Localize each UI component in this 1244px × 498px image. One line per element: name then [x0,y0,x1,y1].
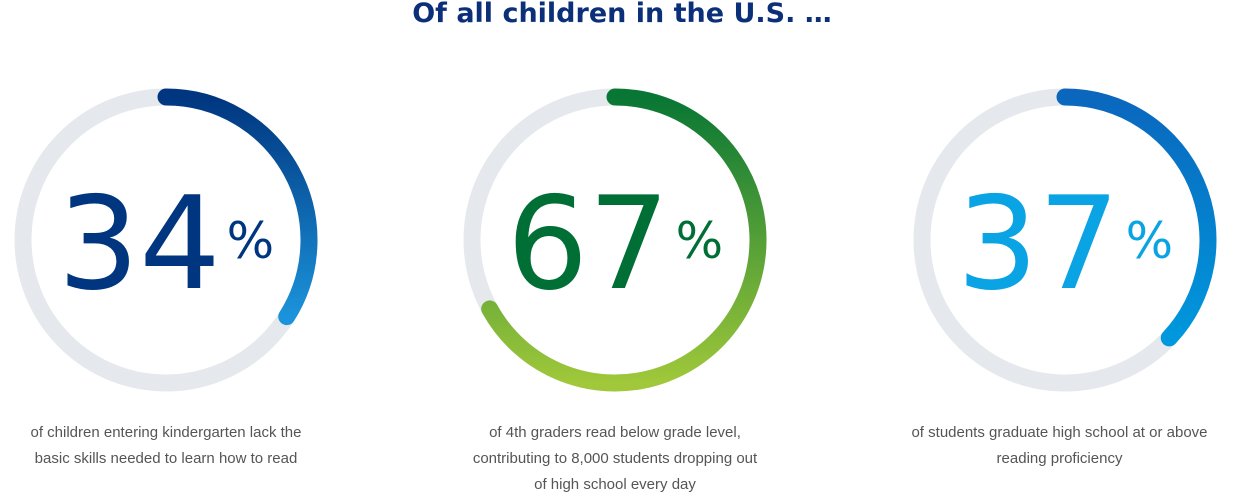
caption: of children entering kindergarten lack t… [0,420,356,472]
caption-line: of children entering kindergarten lack t… [30,424,302,441]
caption: of 4th graders read below grade level, co… [425,420,805,498]
value-label: 37% [957,170,1173,319]
caption-line: of 4th graders read below grade level, [489,424,741,441]
caption-line: of students graduate high school at or a… [911,424,1208,441]
caption-line: contributing to 8,000 students dropping … [472,450,758,467]
progress-arc [157,88,318,326]
value-label: 34% [58,170,274,319]
title: Of all children in the U.S. … [412,0,832,29]
progress-arc [481,88,767,392]
progress-arc [1056,88,1217,347]
value-label: 67% [507,170,723,319]
caption-line: of high school every day [534,476,696,493]
caption-line: basic skills needed to learn how to read [34,450,298,467]
caption-line: reading proficiency [996,450,1123,467]
caption: of students graduate high school at or a… [875,420,1244,472]
rings: 34% 67% 37% [14,88,1217,392]
